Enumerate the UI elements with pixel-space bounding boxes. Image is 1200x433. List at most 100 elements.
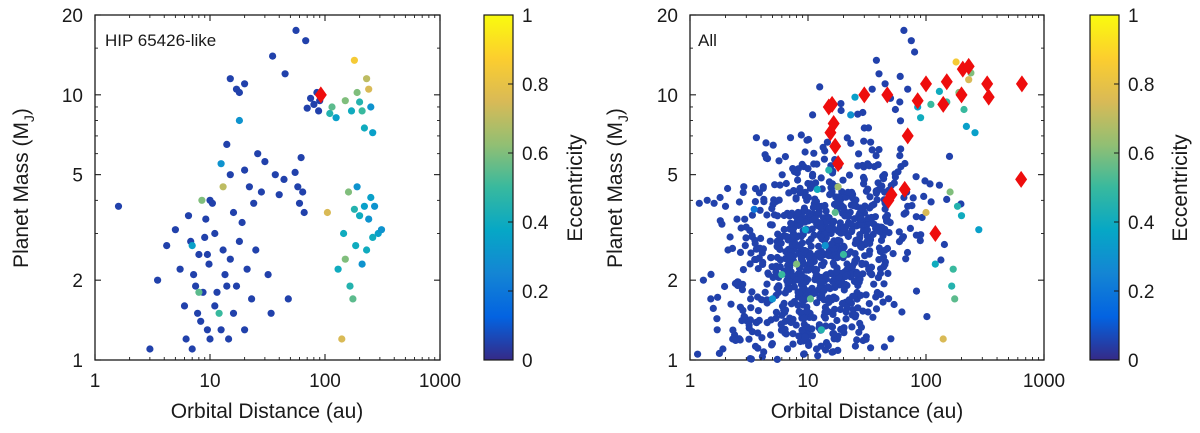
data-point xyxy=(825,166,833,174)
data-point xyxy=(839,250,848,259)
data-point xyxy=(975,226,983,234)
data-point xyxy=(194,309,202,317)
data-point xyxy=(874,179,882,187)
data-point xyxy=(810,289,819,297)
data-point xyxy=(813,266,821,274)
data-point xyxy=(783,345,792,353)
data-point xyxy=(215,309,223,317)
data-point xyxy=(842,272,850,281)
red-diamond-marker xyxy=(829,137,842,155)
data-point xyxy=(901,159,909,168)
data-point xyxy=(767,254,775,262)
data-point xyxy=(809,111,817,119)
data-point xyxy=(219,183,227,191)
data-point xyxy=(747,249,755,257)
red-diamond-marker xyxy=(901,127,914,145)
data-point xyxy=(835,193,843,201)
data-point xyxy=(367,193,375,202)
data-point xyxy=(813,185,821,193)
data-point xyxy=(883,211,892,219)
red-diamond-markers xyxy=(314,86,327,104)
data-point xyxy=(198,196,206,204)
data-point xyxy=(833,254,842,262)
data-point xyxy=(885,295,893,303)
data-point xyxy=(797,254,806,263)
data-point xyxy=(180,302,189,310)
data-point xyxy=(813,160,821,168)
data-point xyxy=(917,114,925,122)
x-tick-label: 1000 xyxy=(419,371,461,392)
data-point xyxy=(284,295,292,303)
data-point xyxy=(201,233,209,241)
data-point xyxy=(795,332,803,340)
data-point xyxy=(264,271,272,279)
data-point xyxy=(895,228,903,236)
data-point xyxy=(746,260,754,268)
data-point xyxy=(371,202,379,210)
data-point xyxy=(801,333,809,341)
data-point xyxy=(154,276,162,284)
red-diamond-marker xyxy=(929,224,942,242)
data-point xyxy=(235,237,243,245)
data-point xyxy=(843,134,851,142)
data-point xyxy=(754,265,762,273)
data-point xyxy=(315,107,323,115)
data-point xyxy=(694,350,702,358)
data-point xyxy=(805,135,813,144)
panel-label: All xyxy=(698,31,717,50)
data-point xyxy=(795,243,803,251)
data-point xyxy=(943,195,951,203)
data-point xyxy=(190,271,198,279)
data-point xyxy=(229,309,238,317)
data-point xyxy=(880,171,889,179)
data-point xyxy=(302,37,310,45)
data-point xyxy=(800,314,808,322)
data-point xyxy=(825,252,833,260)
data-point xyxy=(867,213,876,222)
data-point xyxy=(782,179,790,188)
data-point xyxy=(804,276,812,284)
data-point xyxy=(948,282,956,290)
scatter-points-all xyxy=(694,26,983,363)
data-point xyxy=(877,265,885,273)
data-point xyxy=(203,250,211,259)
data-point xyxy=(873,288,881,297)
data-point xyxy=(796,189,804,197)
data-point xyxy=(960,105,968,114)
data-point xyxy=(879,253,888,261)
colorbar-label: Eccentricity xyxy=(564,134,587,242)
data-point xyxy=(762,139,770,147)
data-point xyxy=(857,243,866,251)
data-point xyxy=(839,176,847,184)
red-diamond-marker xyxy=(920,75,932,93)
colorbar-tick-label: 1 xyxy=(1128,6,1139,27)
data-point xyxy=(232,282,241,290)
data-point xyxy=(797,131,805,139)
data-point xyxy=(211,302,219,310)
data-point xyxy=(847,111,855,119)
data-point xyxy=(223,282,231,290)
data-point xyxy=(778,302,787,310)
data-point xyxy=(796,216,804,224)
data-point xyxy=(754,307,763,315)
data-point xyxy=(202,215,210,223)
data-point xyxy=(739,266,748,274)
data-point xyxy=(783,233,791,241)
data-point xyxy=(899,233,908,241)
data-point xyxy=(356,98,364,106)
data-point xyxy=(821,314,830,322)
data-point xyxy=(883,217,891,225)
data-point xyxy=(786,134,795,142)
data-point xyxy=(884,269,892,277)
data-point xyxy=(800,205,809,213)
data-point xyxy=(868,146,876,154)
data-point xyxy=(861,252,869,260)
data-point xyxy=(822,207,830,215)
data-point xyxy=(269,52,277,60)
data-point xyxy=(219,246,227,254)
data-point xyxy=(800,350,808,358)
data-point xyxy=(332,114,340,122)
data-point xyxy=(205,260,213,268)
data-point xyxy=(902,255,910,263)
data-point xyxy=(867,344,875,352)
